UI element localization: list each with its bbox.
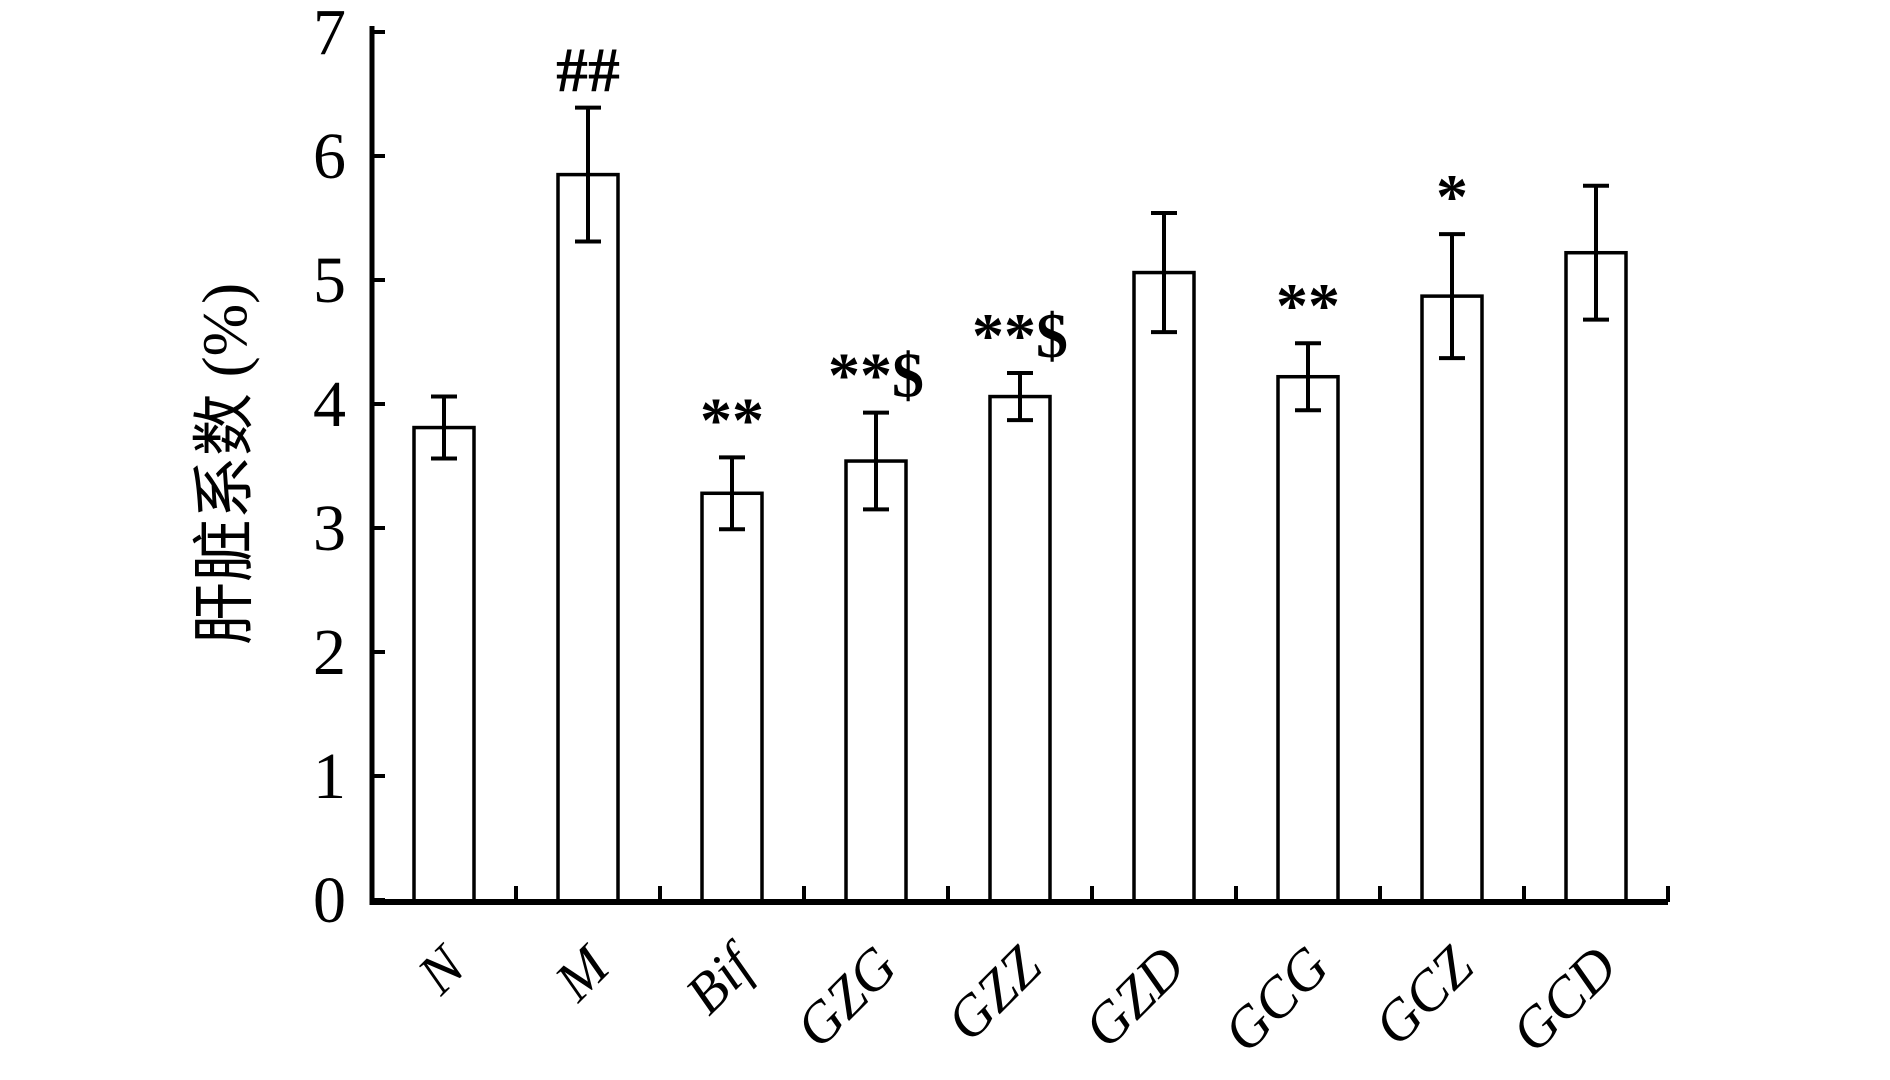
y-axis-title: 肝脏系数 (%) (190, 283, 260, 645)
annotation-GCZ: * (1436, 161, 1468, 232)
y-tick-label-7: 7 (313, 0, 346, 69)
bar-GCZ (1420, 294, 1484, 904)
annotation-Bif: ** (700, 384, 764, 455)
y-tick-label-4: 4 (313, 368, 346, 441)
y-tick-label-2: 2 (313, 616, 346, 689)
x-tick-label-GZD: GZD (1072, 935, 1197, 1060)
x-tick-label-GZG: GZG (784, 935, 909, 1060)
bar-GZZ (988, 394, 1052, 904)
x-tick-label-M: M (542, 932, 623, 1013)
bar-M (556, 172, 620, 904)
y-tick-label-6: 6 (313, 120, 346, 193)
x-tick-label-Bif: Bif (674, 930, 771, 1027)
y-tick-label-1: 1 (313, 740, 346, 813)
x-tick-label-N: N (405, 933, 479, 1007)
bar-GZG (844, 459, 908, 904)
bar-Bif (700, 491, 764, 904)
x-tick-label-GCG: GCG (1212, 935, 1342, 1065)
bar-N (412, 425, 476, 904)
y-tick-label-5: 5 (313, 244, 346, 317)
y-tick-label-0: 0 (313, 864, 346, 937)
annotation-M: ## (556, 35, 620, 106)
annotation-GZZ: **$ (972, 300, 1068, 371)
x-tick-label-GCZ: GCZ (1362, 934, 1486, 1058)
annotation-GZG: **$ (828, 340, 924, 411)
y-tick-label-3: 3 (313, 492, 346, 565)
x-tick-label-GZZ: GZZ (935, 934, 1054, 1053)
bar-GCD (1564, 250, 1628, 904)
bar-GCG (1276, 374, 1340, 904)
x-tick-label-GCD: GCD (1500, 935, 1630, 1065)
annotation-GCG: ** (1276, 270, 1340, 341)
bar-GZD (1132, 270, 1196, 904)
